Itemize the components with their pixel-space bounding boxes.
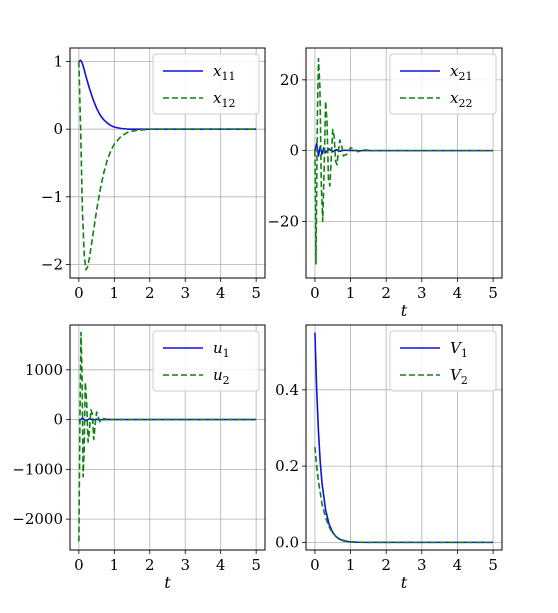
y-tick-label: −1000 xyxy=(12,460,63,478)
x-tick-label: 2 xyxy=(145,556,155,574)
x-tick-label: 5 xyxy=(251,284,261,302)
y-tick-label: −1 xyxy=(41,188,63,206)
x-tick-label: 3 xyxy=(180,284,190,302)
x-tick-label: 5 xyxy=(488,284,498,302)
x-axis-label: t xyxy=(401,301,408,320)
y-tick-label: 20 xyxy=(280,71,299,89)
x-tick-label: 4 xyxy=(453,556,463,574)
x-tick-label: 1 xyxy=(346,556,356,574)
y-tick-label: 0.2 xyxy=(275,457,299,475)
x-tick-label: 1 xyxy=(346,284,356,302)
x-tick-label: 5 xyxy=(488,556,498,574)
y-tick-label: 0 xyxy=(53,120,63,138)
legend-frame xyxy=(152,53,260,115)
series-line-V2 xyxy=(314,446,494,544)
x-tick-label: 0 xyxy=(310,556,320,574)
series-line-x12 xyxy=(78,61,257,271)
x-tick-label: 1 xyxy=(110,284,120,302)
x-tick-label: 3 xyxy=(180,556,190,574)
series-group xyxy=(314,57,494,265)
y-tick-label: −20 xyxy=(267,212,299,230)
series-group xyxy=(78,59,257,271)
x-tick-label: 3 xyxy=(417,556,427,574)
legend-label-x11: x11 xyxy=(213,62,235,83)
x-tick-label: 0 xyxy=(74,284,84,302)
legend-label-V2: V2 xyxy=(450,366,468,387)
series-line-x11 xyxy=(78,59,257,130)
legend-frame xyxy=(152,330,260,392)
legend-label-x22: x22 xyxy=(450,89,472,110)
legend-label-u1: u1 xyxy=(213,339,230,360)
legend-frame xyxy=(389,53,497,115)
x-tick-label: 2 xyxy=(145,284,155,302)
series-group xyxy=(78,331,257,542)
axes-frame xyxy=(305,47,503,279)
legend-label-u2: u2 xyxy=(213,366,230,387)
legend-label-x12: x12 xyxy=(213,89,235,110)
x-tick-label: 4 xyxy=(216,284,226,302)
x-tick-label: 0 xyxy=(74,556,84,574)
series-line-u2 xyxy=(78,331,257,542)
x-axis-label: t xyxy=(164,573,171,592)
y-tick-label: −2000 xyxy=(12,510,63,528)
axes-frame xyxy=(305,324,503,551)
y-tick-label: 1000 xyxy=(25,361,63,379)
x-tick-label: 3 xyxy=(417,284,427,302)
legend-frame xyxy=(389,330,497,392)
y-tick-label: 0.4 xyxy=(275,381,299,399)
axes-frame xyxy=(69,324,266,551)
series-line-x22 xyxy=(314,57,494,265)
axes-frame xyxy=(69,47,266,279)
series-group xyxy=(314,332,494,544)
x-tick-label: 2 xyxy=(381,284,391,302)
x-tick-label: 5 xyxy=(251,556,261,574)
x-tick-label: 4 xyxy=(216,556,226,574)
x-tick-label: 1 xyxy=(110,556,120,574)
y-tick-label: 0.0 xyxy=(275,533,299,551)
legend-label-V1: V1 xyxy=(450,339,468,360)
x-tick-label: 4 xyxy=(453,284,463,302)
y-tick-label: −2 xyxy=(41,255,63,273)
y-tick-label: 0 xyxy=(289,142,299,160)
y-tick-label: 1 xyxy=(53,53,63,71)
y-tick-label: 0 xyxy=(53,411,63,429)
legend-label-x21: x21 xyxy=(450,62,472,83)
x-axis-label: t xyxy=(401,573,408,592)
x-tick-label: 0 xyxy=(310,284,320,302)
x-tick-label: 2 xyxy=(381,556,391,574)
